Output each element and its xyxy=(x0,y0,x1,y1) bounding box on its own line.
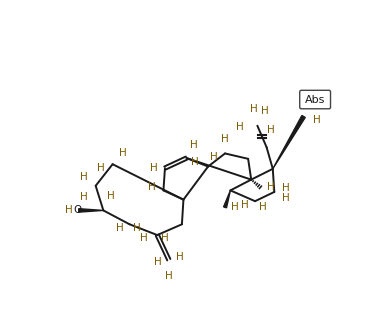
Text: H: H xyxy=(282,193,290,203)
Text: H: H xyxy=(261,107,269,116)
Polygon shape xyxy=(79,209,103,212)
Text: H: H xyxy=(140,233,148,243)
Text: H: H xyxy=(165,271,173,281)
Text: H: H xyxy=(191,157,199,167)
Polygon shape xyxy=(223,190,230,208)
Text: H: H xyxy=(249,104,257,114)
Polygon shape xyxy=(273,115,305,169)
Text: H: H xyxy=(236,122,244,132)
Text: H: H xyxy=(149,163,157,173)
Text: Abs: Abs xyxy=(305,94,325,105)
Text: H: H xyxy=(267,182,274,192)
Text: H: H xyxy=(80,192,88,202)
Text: H: H xyxy=(133,223,141,233)
Text: H: H xyxy=(65,205,73,215)
Text: H: H xyxy=(241,200,249,210)
Text: H: H xyxy=(221,134,229,144)
Text: H: H xyxy=(210,152,217,162)
Text: H: H xyxy=(313,115,320,125)
Text: H: H xyxy=(282,183,290,193)
Text: H: H xyxy=(119,148,126,158)
Text: H: H xyxy=(154,257,162,267)
Text: H: H xyxy=(176,252,184,263)
Text: H: H xyxy=(80,172,88,182)
Text: H: H xyxy=(267,125,274,135)
Text: H: H xyxy=(97,163,105,173)
Text: H: H xyxy=(259,202,267,212)
Text: H: H xyxy=(161,233,169,243)
Text: H: H xyxy=(148,182,156,191)
Text: H: H xyxy=(231,202,239,212)
Text: H: H xyxy=(116,223,123,233)
Text: O: O xyxy=(74,205,82,215)
Text: H: H xyxy=(191,140,198,150)
Text: H: H xyxy=(107,191,115,201)
FancyBboxPatch shape xyxy=(300,90,331,109)
